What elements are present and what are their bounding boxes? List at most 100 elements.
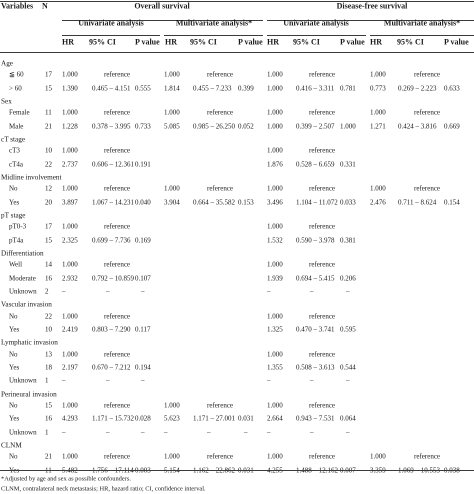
cell-hr: 1.000 xyxy=(164,452,180,461)
cell-p: 0.033 xyxy=(340,198,356,207)
cell-ci: – xyxy=(310,376,314,385)
cell-p: 0.191 xyxy=(135,160,151,169)
cell-p: – xyxy=(244,428,248,437)
cell-hr: 2.197 xyxy=(62,363,78,372)
row-n: 18 xyxy=(45,363,52,372)
header-hr-dfs-m: HR xyxy=(370,37,382,47)
cell-ci: reference xyxy=(309,350,336,359)
header-variables: Variables xyxy=(1,1,34,11)
cell-ci: 0.985 – 26.250 xyxy=(193,122,235,131)
cell-ci: – xyxy=(310,287,314,296)
cell-hr: 1.000 xyxy=(370,70,386,79)
row-n: 1 xyxy=(45,376,49,385)
row-label: cT4a xyxy=(9,160,23,169)
header-disease-free-survival: Disease-free survival xyxy=(336,1,408,11)
cell-hr: 1.228 xyxy=(62,122,78,131)
row-n: 22 xyxy=(45,160,52,169)
cell-p: 0.781 xyxy=(340,84,356,93)
cell-ci: reference xyxy=(104,401,131,410)
row-n: 2 xyxy=(45,287,49,296)
cell-p: – xyxy=(141,428,145,437)
row-label: pT4a xyxy=(9,236,24,245)
row-n: 16 xyxy=(45,274,52,283)
header-hr-dfs-u: HR xyxy=(267,37,279,47)
footnote: CLNM, contralateral neck metastasis; HR,… xyxy=(1,485,206,493)
cell-ci: reference xyxy=(309,146,336,155)
cell-ci: 0.528 – 6.659 xyxy=(296,160,335,169)
cell-p: – xyxy=(346,287,350,296)
header-rule xyxy=(0,52,474,53)
row-label: No xyxy=(9,184,18,193)
cell-hr: 1.000 xyxy=(62,260,78,269)
row-label: Male xyxy=(9,122,24,131)
row-label: Well xyxy=(9,260,23,269)
row-n: 1 xyxy=(45,428,49,437)
section-heading: Sex xyxy=(1,97,12,106)
cell-hr: – xyxy=(164,428,168,437)
cell-hr: 1.000 xyxy=(62,350,78,359)
row-label: No xyxy=(9,401,18,410)
cell-hr: 2.419 xyxy=(62,325,78,334)
header-hr-os-u: HR xyxy=(62,37,74,47)
cell-ci: reference xyxy=(207,70,234,79)
row-label: Unknown xyxy=(9,428,37,437)
row-n: 15 xyxy=(45,84,52,93)
row-label: No xyxy=(9,312,18,321)
cell-hr: 1.390 xyxy=(62,84,78,93)
header-ci-dfs-u: 95% CI xyxy=(293,37,320,47)
row-label: Unknown xyxy=(9,376,37,385)
cell-ci: 0.269 – 2.223 xyxy=(398,84,437,93)
cell-hr: 1.000 xyxy=(164,401,180,410)
row-n: 10 xyxy=(45,146,52,155)
cell-ci: 0.803 – 7.290 xyxy=(92,325,131,334)
cell-p: – xyxy=(346,376,350,385)
row-n: 21 xyxy=(45,122,52,131)
cell-ci: 0.699 – 7.736 xyxy=(92,236,131,245)
cell-ci: reference xyxy=(207,108,234,117)
cell-hr: – xyxy=(267,428,271,437)
row-label: Unknown xyxy=(9,287,37,296)
cell-p: 0.381 xyxy=(340,236,356,245)
row-label: cT3 xyxy=(9,146,20,155)
section-heading: Age xyxy=(1,59,13,68)
cell-ci: 0.792 – 10.859 xyxy=(92,274,134,283)
cell-ci: 0.664 – 35.582 xyxy=(193,198,235,207)
row-n: 11 xyxy=(45,108,52,117)
cell-ci: reference xyxy=(309,222,336,231)
cell-hr: 2.325 xyxy=(62,236,78,245)
cell-hr: 1.000 xyxy=(267,350,283,359)
row-n: 14 xyxy=(45,260,52,269)
cell-ci: reference xyxy=(104,452,131,461)
cell-hr: 1.000 xyxy=(164,108,180,117)
row-n: 13 xyxy=(45,350,52,359)
cell-hr: – xyxy=(62,428,66,437)
cell-ci: reference xyxy=(414,452,441,461)
cell-ci: reference xyxy=(309,108,336,117)
row-label: Yes xyxy=(9,414,20,423)
cell-p: 0.169 xyxy=(135,236,151,245)
cell-hr: – xyxy=(267,287,271,296)
cell-hr: 1.000 xyxy=(267,108,283,117)
cell-hr: 2.476 xyxy=(370,198,386,207)
cell-ci: 0.943 – 7.531 xyxy=(296,414,335,423)
header-ci-os-u: 95% CI xyxy=(89,37,116,47)
header-overall-survival: Overall survival xyxy=(134,1,190,11)
cell-ci: reference xyxy=(207,184,234,193)
cell-hr: – xyxy=(267,376,271,385)
cell-hr: 1.000 xyxy=(267,122,283,131)
cell-hr: 1.271 xyxy=(370,122,386,131)
footnote: *Adjusted by age and sex as possible con… xyxy=(1,475,131,483)
header-p-dfs-u: P value xyxy=(340,37,365,47)
cell-hr: 1.000 xyxy=(62,452,78,461)
cell-p: 1.000 xyxy=(340,122,356,131)
section-heading: Perineural invasion xyxy=(1,390,57,399)
cell-ci: reference xyxy=(309,312,336,321)
header-p-os-m: P value xyxy=(238,37,263,47)
overall-survival-rule xyxy=(62,20,263,21)
cell-ci: 1.067 – 14.231 xyxy=(92,198,134,207)
cell-ci: 1.104 – 11.072 xyxy=(296,198,338,207)
cell-ci: – xyxy=(207,428,211,437)
cell-hr: 1.000 xyxy=(267,84,283,93)
disease-free-rule xyxy=(267,20,474,21)
os-univariate-rule xyxy=(62,35,160,36)
